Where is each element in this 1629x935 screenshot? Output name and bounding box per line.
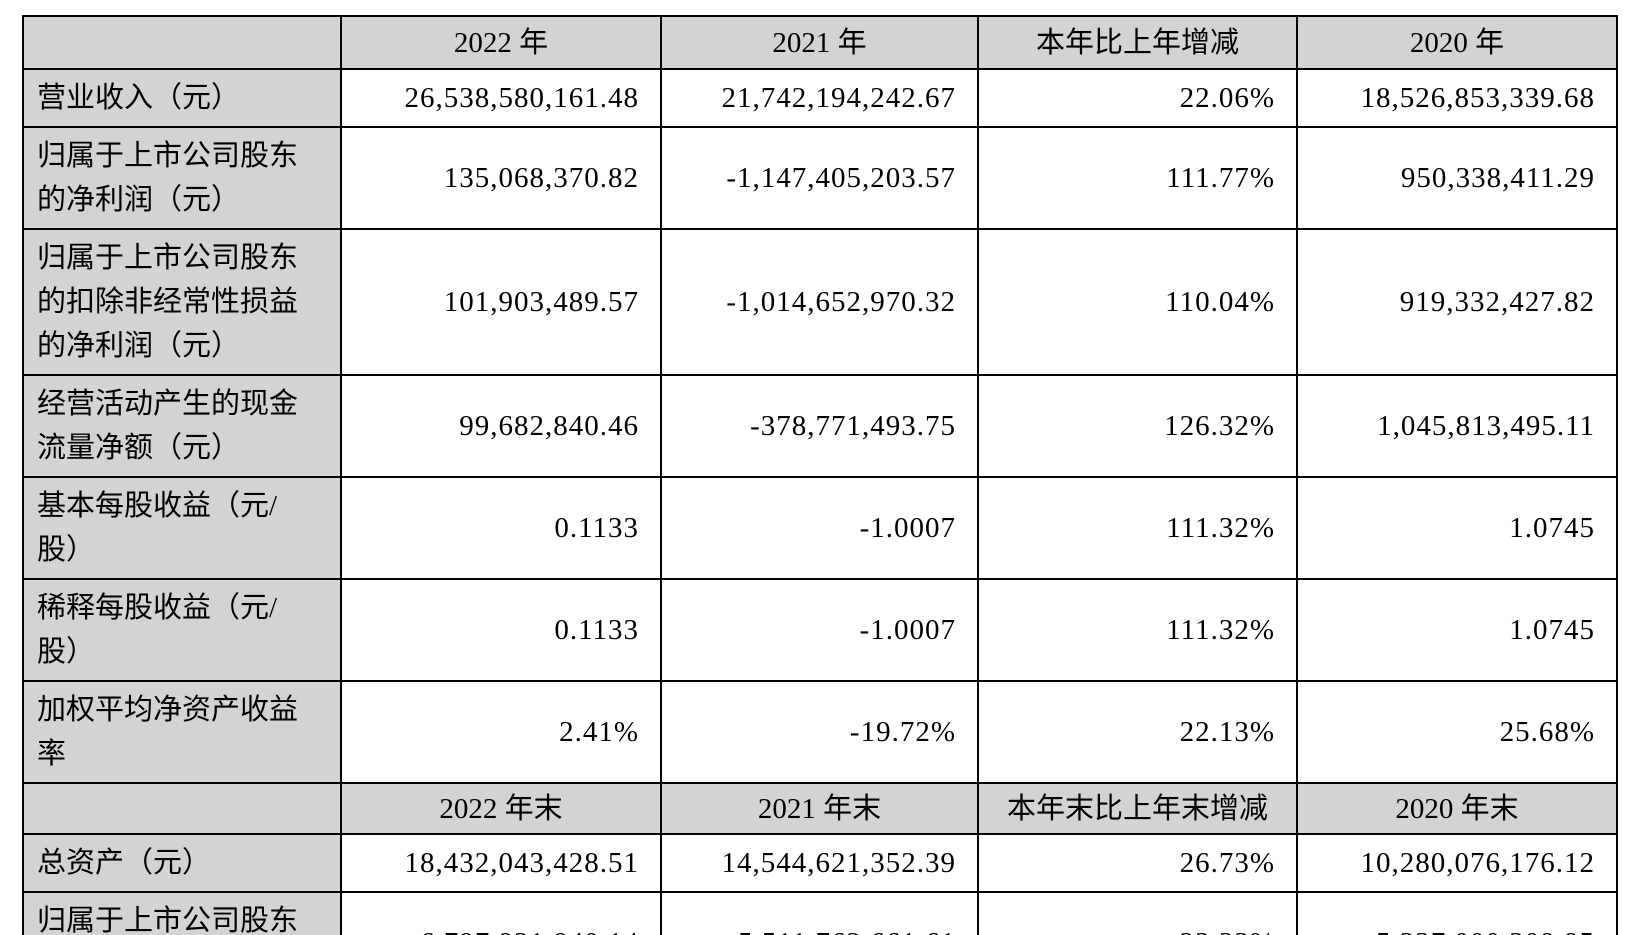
row-label: 稀释每股收益（元/ 股） (22, 578, 342, 682)
value-yoy-change: 111.77% (977, 126, 1298, 230)
row-label: 加权平均净资产收益 率 (22, 680, 342, 784)
header-cell-yoy-change: 本年比上年增减 (977, 15, 1298, 70)
row-label: 经营活动产生的现金 流量净额（元） (22, 374, 342, 478)
header-cell-2020: 2020 年 (1296, 15, 1618, 70)
value-2020: 1,045,813,495.11 (1296, 374, 1618, 478)
row-total-assets: 总资产（元） 18,432,043,428.51 14,544,621,352.… (22, 833, 1618, 893)
value-2020: 919,332,427.82 (1296, 228, 1618, 376)
value-2021: -1,014,652,970.32 (660, 228, 979, 376)
value-yoy-change: 110.04% (977, 228, 1298, 376)
value-yearend-change: 23.33% (977, 891, 1298, 935)
value-2022-yearend: 18,432,043,428.51 (340, 833, 662, 893)
row-label: 营业收入（元） (22, 68, 342, 128)
value-2020: 950,338,411.29 (1296, 126, 1618, 230)
value-2020-yearend: 5,337,000,309.95 (1296, 891, 1618, 935)
value-2021: -378,771,493.75 (660, 374, 979, 478)
value-2021-yearend: 14,544,621,352.39 (660, 833, 979, 893)
header-row-yearend: 2022 年末 2021 年末 本年末比上年末增减 2020 年末 (22, 782, 1618, 835)
value-2022: 0.1133 (340, 578, 662, 682)
row-net-profit-attributable: 归属于上市公司股东 的净利润（元） 135,068,370.82 -1,147,… (22, 126, 1618, 230)
value-2022-yearend: 6,797,921,840.14 (340, 891, 662, 935)
financial-summary-table: 2022 年 2021 年 本年比上年增减 2020 年 营业收入（元） 26,… (22, 15, 1618, 935)
value-2020: 18,526,853,339.68 (1296, 68, 1618, 128)
row-label: 总资产（元） (22, 833, 342, 893)
row-label: 归属于上市公司股东 的扣除非经常性损益 的净利润（元） (22, 228, 342, 376)
header-cell-2020-yearend: 2020 年末 (1296, 782, 1618, 835)
value-yoy-change: 111.32% (977, 578, 1298, 682)
row-label: 归属于上市公司股东 的净利润（元） (22, 126, 342, 230)
row-operating-cash-flow: 经营活动产生的现金 流量净额（元） 99,682,840.46 -378,771… (22, 374, 1618, 478)
value-2021: -1,147,405,203.57 (660, 126, 979, 230)
value-yoy-change: 126.32% (977, 374, 1298, 478)
header-row-annual: 2022 年 2021 年 本年比上年增减 2020 年 (22, 15, 1618, 70)
header-cell-2022-yearend: 2022 年末 (340, 782, 662, 835)
header-cell-yearend-change: 本年末比上年末增减 (977, 782, 1298, 835)
value-2022: 2.41% (340, 680, 662, 784)
row-net-profit-excl-nonrecurring: 归属于上市公司股东 的扣除非经常性损益 的净利润（元） 101,903,489.… (22, 228, 1618, 376)
value-yoy-change: 22.06% (977, 68, 1298, 128)
value-yoy-change: 111.32% (977, 476, 1298, 580)
value-2021: -1.0007 (660, 476, 979, 580)
row-basic-eps: 基本每股收益（元/ 股） 0.1133 -1.0007 111.32% 1.07… (22, 476, 1618, 580)
value-2021: -19.72% (660, 680, 979, 784)
value-2020-yearend: 10,280,076,176.12 (1296, 833, 1618, 893)
header-cell-2021-yearend: 2021 年末 (660, 782, 979, 835)
value-2020: 25.68% (1296, 680, 1618, 784)
value-2020: 1.0745 (1296, 476, 1618, 580)
header-cell-2021: 2021 年 (660, 15, 979, 70)
header-corner-cell (22, 15, 342, 70)
value-yearend-change: 26.73% (977, 833, 1298, 893)
value-2021: 21,742,194,242.67 (660, 68, 979, 128)
header-cell-2022: 2022 年 (340, 15, 662, 70)
row-diluted-eps: 稀释每股收益（元/ 股） 0.1133 -1.0007 111.32% 1.07… (22, 578, 1618, 682)
row-net-assets-attributable: 归属于上市公司股东 的净资产（元） 6,797,921,840.14 5,511… (22, 891, 1618, 935)
value-2022: 0.1133 (340, 476, 662, 580)
value-2022: 135,068,370.82 (340, 126, 662, 230)
value-2022: 101,903,489.57 (340, 228, 662, 376)
row-operating-revenue: 营业收入（元） 26,538,580,161.48 21,742,194,242… (22, 68, 1618, 128)
value-2020: 1.0745 (1296, 578, 1618, 682)
row-weighted-avg-roe: 加权平均净资产收益 率 2.41% -19.72% 22.13% 25.68% (22, 680, 1618, 784)
row-label: 基本每股收益（元/ 股） (22, 476, 342, 580)
value-2021: -1.0007 (660, 578, 979, 682)
row-label: 归属于上市公司股东 的净资产（元） (22, 891, 342, 935)
header-corner-cell (22, 782, 342, 835)
value-2022: 26,538,580,161.48 (340, 68, 662, 128)
value-2021-yearend: 5,511,762,661.61 (660, 891, 979, 935)
value-2022: 99,682,840.46 (340, 374, 662, 478)
value-yoy-change: 22.13% (977, 680, 1298, 784)
